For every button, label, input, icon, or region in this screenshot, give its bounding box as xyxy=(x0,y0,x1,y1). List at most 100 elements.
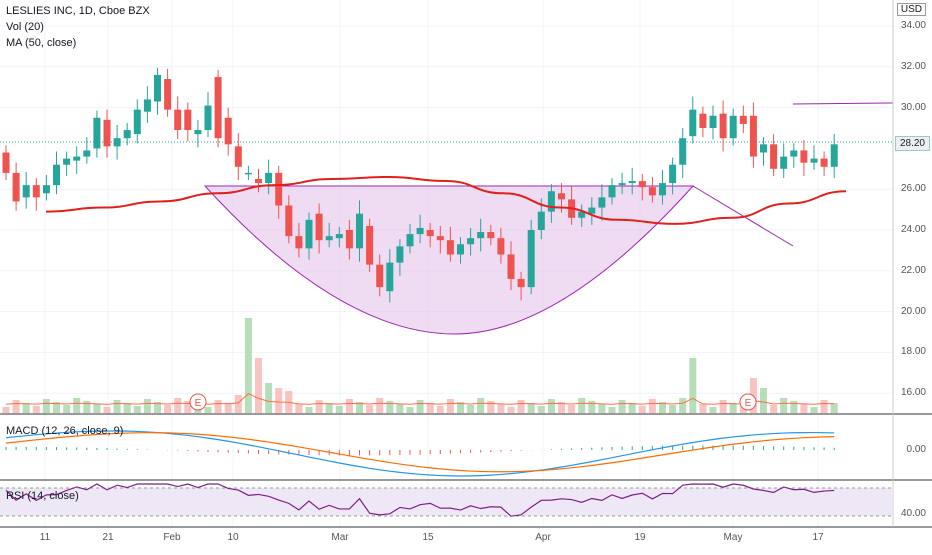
candle xyxy=(749,115,757,157)
volume-bar xyxy=(507,407,515,413)
volume-bar xyxy=(214,400,222,413)
candle xyxy=(123,130,131,139)
volume-bar xyxy=(648,399,656,413)
candle xyxy=(376,264,384,288)
candle xyxy=(255,179,262,184)
volume-bar xyxy=(527,403,535,413)
volume-bar xyxy=(366,405,374,413)
volume-bar xyxy=(42,399,50,413)
volume-bar xyxy=(133,406,141,413)
rsi-legend[interactable]: RSI (14, close) xyxy=(6,490,79,502)
candle xyxy=(659,183,666,196)
candle xyxy=(830,144,838,167)
candle xyxy=(760,144,767,153)
currency-badge[interactable]: USD xyxy=(896,3,926,16)
time-axis-label: May xyxy=(723,532,743,543)
volume-bar xyxy=(830,403,838,413)
volume-bar xyxy=(467,405,475,413)
candle xyxy=(194,130,202,135)
volume-bar xyxy=(588,401,596,413)
candle xyxy=(113,138,121,147)
candle xyxy=(174,109,182,131)
candle xyxy=(93,117,101,149)
signal-line xyxy=(5,432,835,473)
price-axis-label: 32.00 xyxy=(900,60,926,72)
volume-bar xyxy=(295,404,303,413)
candle xyxy=(275,172,283,206)
volume-bars xyxy=(2,318,838,413)
time-axis-label: 17 xyxy=(812,532,824,543)
volume-bar xyxy=(477,398,485,413)
price-axis-label: 18.00 xyxy=(900,346,926,358)
time-axis-label: 10 xyxy=(227,532,239,543)
candle xyxy=(416,227,424,235)
candle xyxy=(820,158,828,167)
candle xyxy=(426,230,434,237)
volume-bar xyxy=(255,358,262,413)
volume-bar xyxy=(154,402,161,413)
volume-bar xyxy=(578,398,586,413)
candle xyxy=(628,181,636,184)
earnings-marker[interactable]: E xyxy=(739,393,757,411)
volume-bar xyxy=(457,402,464,413)
candle xyxy=(729,115,737,139)
volume-bar xyxy=(416,400,424,413)
ma-legend[interactable]: MA (50, close) xyxy=(6,37,77,49)
macd-line xyxy=(5,430,835,477)
volume-bar xyxy=(608,407,616,413)
volume-bar xyxy=(820,400,828,413)
volume-bar xyxy=(143,399,151,413)
volume-bar xyxy=(719,400,727,413)
volume-bar xyxy=(689,358,697,413)
volume-bar xyxy=(184,401,192,413)
volume-bar xyxy=(376,398,384,413)
candle xyxy=(770,144,778,169)
resistance-line[interactable] xyxy=(792,102,894,105)
candle xyxy=(507,254,515,279)
candle xyxy=(244,172,252,175)
macd-axis-label: 0.00 xyxy=(906,444,926,455)
candle xyxy=(295,236,303,249)
rsi-line xyxy=(5,483,835,517)
volume-bar xyxy=(446,399,454,413)
ma50-line[interactable] xyxy=(45,175,847,225)
candle xyxy=(366,225,374,265)
candles[interactable] xyxy=(2,67,838,303)
candle xyxy=(780,156,788,169)
candle xyxy=(73,156,81,161)
price-axis-label: 24.00 xyxy=(900,224,926,235)
price-axis-label: 26.00 xyxy=(900,183,926,195)
candle xyxy=(63,158,71,165)
cup-pattern[interactable] xyxy=(203,185,695,335)
volume-bar xyxy=(164,405,172,413)
volume-bar xyxy=(396,404,404,413)
candle xyxy=(648,187,656,196)
chart-title: LESLIES INC, 1D, Cboe BZX xyxy=(6,5,150,17)
volume-bar xyxy=(810,407,818,413)
volume-bar xyxy=(618,400,626,413)
volume-bar xyxy=(244,318,252,413)
candle xyxy=(12,172,20,202)
volume-legend[interactable]: Vol (20) xyxy=(6,21,44,33)
candle xyxy=(164,79,172,110)
macd-legend[interactable]: MACD (12, 26, close, 9) xyxy=(6,425,124,437)
volume-bar xyxy=(53,402,60,413)
candle xyxy=(335,234,343,239)
candle xyxy=(42,185,50,194)
candle xyxy=(800,150,808,163)
volume-bar xyxy=(103,407,111,413)
volume-bar xyxy=(739,406,747,413)
price-axis-label: 20.00 xyxy=(900,305,926,317)
volume-bar xyxy=(224,403,232,413)
volume-bar xyxy=(32,406,40,413)
volume-ma-line xyxy=(5,393,835,405)
candle xyxy=(214,77,222,139)
earnings-marker[interactable]: E xyxy=(189,393,207,411)
candle xyxy=(32,185,40,198)
volume-bar xyxy=(386,401,394,413)
volume-bar xyxy=(83,401,91,413)
candle xyxy=(709,115,717,128)
candle xyxy=(356,213,363,249)
